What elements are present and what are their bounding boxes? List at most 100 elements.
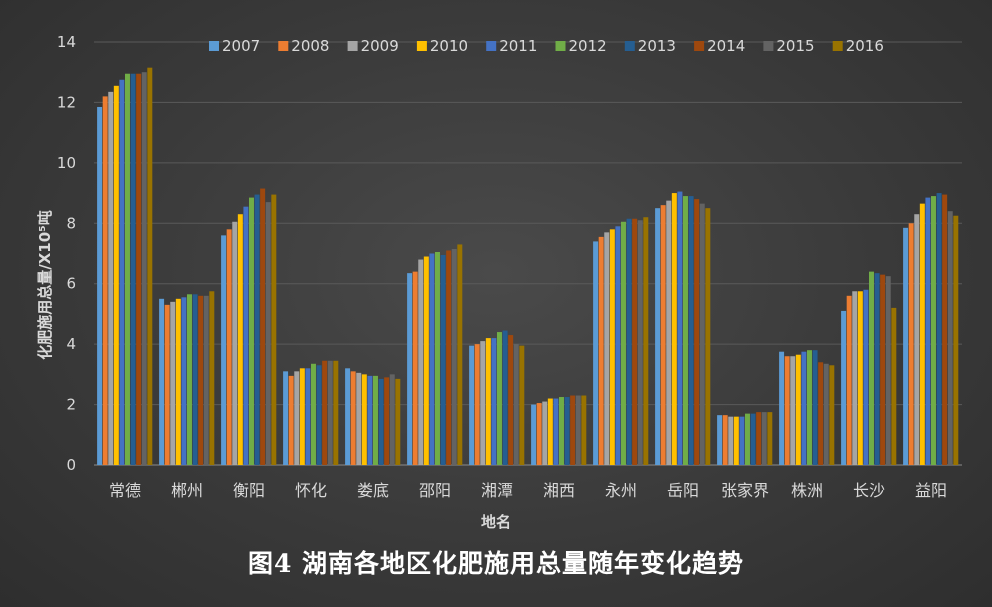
bar-长沙-2010 [857, 291, 863, 465]
bar-衡阳-2015 [265, 202, 271, 465]
x-category-label: 邵阳 [419, 481, 451, 500]
bar-郴州-2014 [198, 295, 204, 465]
bar-长沙-2015 [885, 276, 891, 465]
bar-衡阳-2010 [237, 214, 243, 465]
legend-label: 2009 [361, 37, 399, 55]
bar-郴州-2010 [175, 298, 181, 465]
bar-岳阳-2010 [671, 193, 677, 465]
bar-益阳-2009 [914, 214, 920, 465]
bar-娄底-2011 [367, 375, 373, 465]
bar-永州-2009 [604, 232, 610, 465]
legend-label: 2007 [222, 37, 260, 55]
bar-常德-2016 [147, 67, 153, 466]
bar-张家界-2011 [739, 416, 745, 465]
bar-常德-2014 [136, 73, 142, 465]
bar-益阳-2013 [936, 193, 942, 465]
bar-株洲-2008 [784, 356, 790, 465]
legend-label: 2016 [846, 37, 884, 55]
bar-益阳-2016 [953, 215, 959, 465]
bar-怀化-2016 [333, 360, 339, 465]
bar-湘潭-2016 [519, 345, 525, 465]
bar-郴州-2013 [192, 294, 198, 465]
bar-湘潭-2012 [497, 332, 502, 465]
bar-衡阳-2011 [243, 206, 249, 466]
y-axis-ticks: 0 2 4 6 8 10 12 14 [57, 33, 76, 474]
bar-长沙-2007 [841, 310, 847, 465]
x-category-label: 永州 [605, 481, 637, 500]
bar-常德-2008 [102, 96, 108, 465]
x-category-label: 株洲 [791, 481, 823, 500]
bar-株洲-2012 [807, 350, 812, 465]
x-category-label: 常德 [109, 481, 141, 500]
y-tick-label: 12 [57, 93, 76, 111]
bar-怀化-2007 [283, 371, 289, 465]
bar-邵阳-2016 [457, 244, 463, 465]
bar-益阳-2014 [942, 194, 948, 465]
bar-株洲-2014 [818, 362, 824, 465]
legend: 2007 2008 2009 2010 2011 2012 2013 2014 2015 2016 [209, 37, 884, 55]
bar-湘西-2012 [559, 397, 564, 465]
y-tick-label: 6 [66, 275, 76, 293]
legend-label: 2015 [776, 37, 814, 55]
bar-常德-2010 [113, 85, 119, 465]
legend-swatch [694, 41, 705, 51]
bar-益阳-2015 [947, 211, 953, 465]
bar-株洲-2010 [795, 354, 801, 465]
x-category-label: 益阳 [915, 481, 947, 500]
bar-株洲-2009 [790, 356, 796, 465]
figure-caption: 图4 湖南各地区化肥施用总量随年变化趋势 [247, 549, 745, 578]
bar-岳阳-2008 [660, 205, 666, 465]
bar-娄底-2014 [384, 377, 390, 465]
bar-邵阳-2008 [412, 271, 418, 465]
bar-株洲-2007 [779, 351, 785, 465]
bar-怀化-2014 [322, 360, 328, 465]
bar-常德-2013 [130, 73, 136, 465]
bar-岳阳-2007 [655, 208, 661, 465]
bar-常德-2011 [119, 79, 125, 466]
bar-岳阳-2011 [677, 191, 683, 465]
bar-湘西-2013 [564, 397, 570, 465]
bar-永州-2016 [643, 217, 649, 465]
bar-湘西-2009 [542, 401, 548, 465]
y-tick-label: 10 [57, 154, 76, 172]
bar-株洲-2011 [801, 351, 807, 465]
bar-湘西-2016 [581, 395, 587, 465]
bar-张家界-2012 [745, 413, 750, 465]
bar-张家界-2010 [733, 416, 739, 465]
bar-永州-2010 [609, 229, 615, 465]
bar-娄底-2016 [395, 378, 401, 465]
bar-永州-2012 [621, 221, 626, 465]
bar-岳阳-2012 [683, 196, 688, 465]
legend-swatch [832, 41, 843, 51]
legend-label: 2010 [430, 37, 468, 55]
legend-label: 2012 [569, 37, 607, 55]
bar-岳阳-2014 [694, 199, 700, 466]
bar-娄底-2007 [345, 368, 351, 465]
bar-郴州-2012 [187, 294, 192, 465]
bar-株洲-2013 [812, 350, 818, 465]
bar-长沙-2013 [874, 273, 880, 465]
bar-湘西-2014 [570, 395, 576, 465]
bar-长沙-2016 [891, 307, 897, 465]
bar-长沙-2009 [852, 291, 858, 465]
bar-益阳-2011 [925, 197, 931, 465]
bar-湘西-2008 [536, 403, 542, 465]
bar-邵阳-2012 [435, 251, 440, 465]
bar-郴州-2007 [159, 298, 165, 465]
bar-永州-2014 [632, 218, 638, 465]
bar-湘西-2010 [547, 398, 553, 465]
bar-湘西-2011 [553, 398, 559, 465]
bar-衡阳-2013 [254, 194, 260, 465]
x-category-label: 岳阳 [667, 481, 699, 500]
bar-永州-2011 [615, 226, 621, 465]
bar-湘西-2007 [531, 404, 537, 465]
bar-邵阳-2010 [423, 256, 429, 465]
bar-张家界-2015 [761, 412, 767, 466]
bar-益阳-2007 [903, 227, 909, 465]
bar-湘潭-2013 [502, 330, 508, 465]
bar-郴州-2016 [209, 291, 215, 465]
bar-湘潭-2010 [485, 338, 491, 465]
bar-张家界-2009 [728, 416, 734, 465]
bar-娄底-2015 [389, 374, 395, 465]
